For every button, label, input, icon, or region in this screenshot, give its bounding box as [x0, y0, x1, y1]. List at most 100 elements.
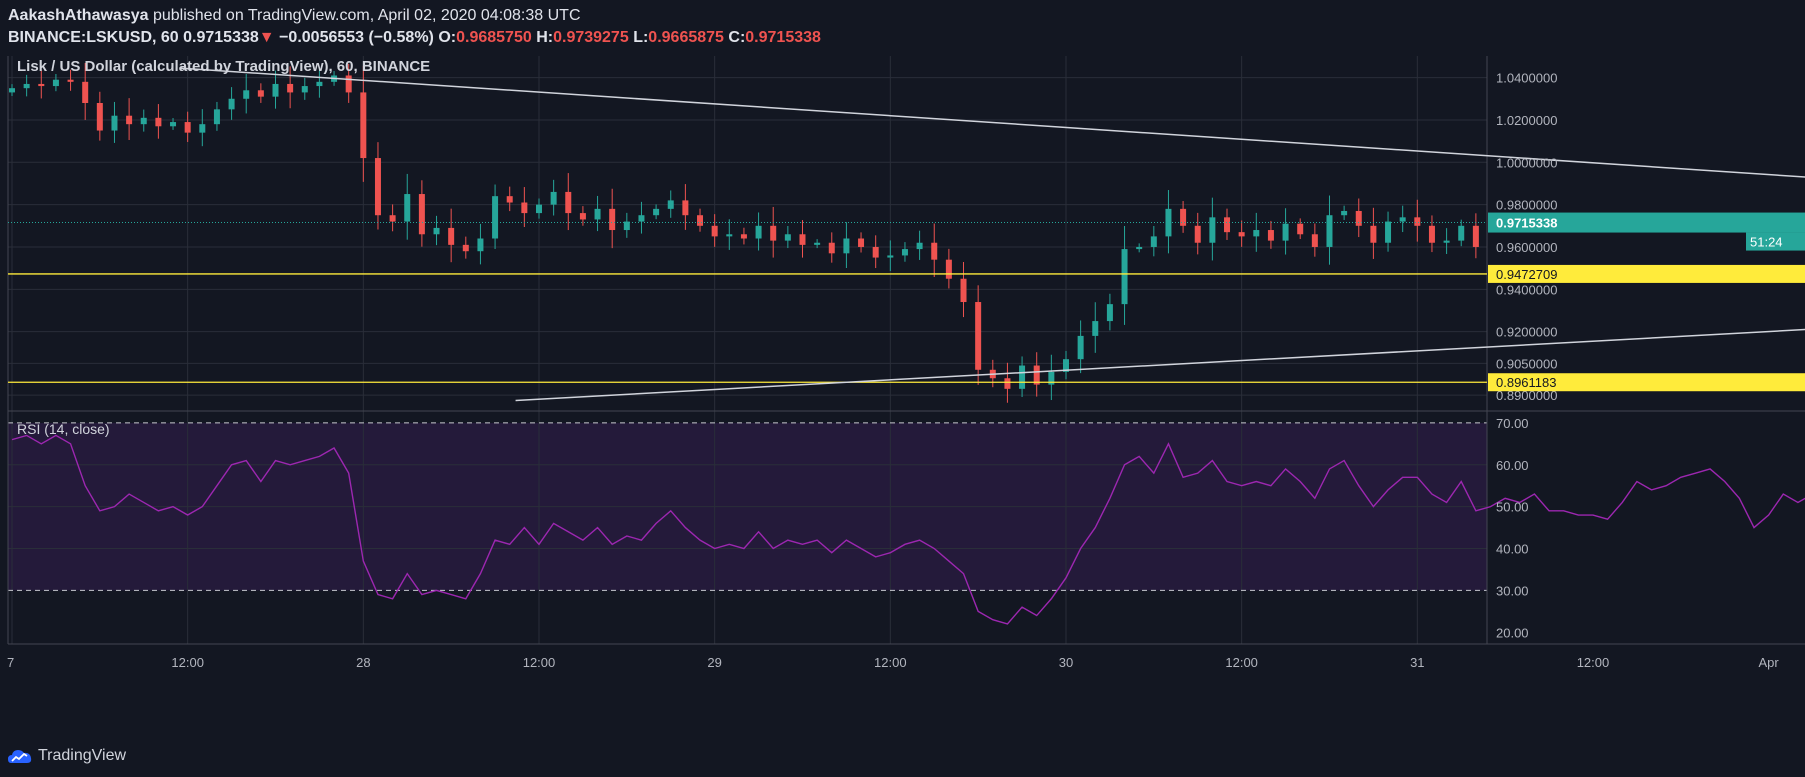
candle[interactable] — [1458, 219, 1465, 247]
candle[interactable] — [111, 101, 118, 143]
candle[interactable] — [858, 232, 865, 253]
candle[interactable] — [623, 212, 630, 238]
candle[interactable] — [609, 188, 616, 249]
candle[interactable] — [1399, 205, 1406, 233]
candle[interactable] — [477, 223, 484, 265]
candle[interactable] — [711, 214, 718, 247]
candle[interactable] — [579, 206, 586, 226]
candle[interactable] — [638, 201, 645, 234]
candle[interactable] — [1414, 199, 1421, 242]
candle[interactable] — [52, 73, 59, 92]
candle[interactable] — [506, 186, 513, 212]
candle[interactable] — [462, 236, 469, 259]
candle[interactable] — [872, 235, 879, 269]
candle[interactable] — [301, 77, 308, 100]
candle[interactable] — [945, 248, 952, 289]
candle[interactable] — [1605, 234, 1611, 260]
rsi-axis[interactable]: 70.00 60.00 50.00 40.00 30.00 20.00 — [1496, 416, 1529, 640]
candle[interactable] — [213, 101, 220, 131]
candle[interactable] — [23, 74, 30, 97]
candle[interactable] — [1121, 226, 1128, 325]
footer-brand[interactable]: TradingView — [38, 747, 127, 764]
candle[interactable] — [170, 118, 177, 130]
candle[interactable] — [1033, 352, 1040, 397]
candle[interactable] — [1150, 226, 1157, 257]
candle[interactable] — [740, 227, 747, 245]
candle[interactable] — [1370, 207, 1377, 259]
candle[interactable] — [1077, 320, 1084, 374]
candle[interactable] — [1385, 211, 1392, 252]
time-axis[interactable]: 712:002812:002912:003012:003112:00Apr12:… — [7, 655, 1805, 670]
candle[interactable] — [345, 63, 352, 103]
candle[interactable] — [887, 240, 894, 272]
candle[interactable] — [1619, 234, 1625, 252]
candle[interactable] — [975, 285, 982, 385]
candle[interactable] — [1355, 198, 1362, 238]
rsi-line[interactable] — [11, 434, 1805, 625]
candle[interactable] — [1282, 208, 1289, 255]
candle[interactable] — [726, 219, 733, 250]
candle[interactable] — [155, 104, 162, 139]
candle[interactable] — [1048, 354, 1055, 401]
candle[interactable] — [814, 239, 821, 249]
candle[interactable] — [799, 220, 806, 258]
candle[interactable] — [433, 215, 440, 246]
candle[interactable] — [521, 187, 528, 228]
candle[interactable] — [1194, 212, 1201, 255]
candle[interactable] — [1224, 208, 1231, 240]
candle[interactable] — [1209, 197, 1216, 261]
chart-area[interactable]: Lisk / US Dollar (calculated by TradingV… — [0, 56, 1805, 704]
candle[interactable] — [550, 179, 557, 216]
candle[interactable] — [901, 242, 908, 262]
candle[interactable] — [82, 62, 89, 120]
candle[interactable] — [228, 87, 235, 120]
author-name[interactable]: AakashAthawasya — [8, 7, 149, 24]
candle[interactable] — [67, 69, 74, 91]
candle[interactable] — [828, 232, 835, 263]
candle[interactable] — [360, 65, 367, 182]
candle[interactable] — [1180, 201, 1187, 233]
candle[interactable] — [1165, 190, 1172, 254]
candle[interactable] — [931, 223, 938, 278]
candle[interactable] — [755, 212, 762, 251]
candle[interactable] — [1297, 218, 1304, 240]
candle[interactable] — [565, 173, 572, 231]
trendline[interactable] — [180, 67, 1805, 202]
candle[interactable] — [682, 184, 689, 230]
candle[interactable] — [389, 204, 396, 232]
candle[interactable] — [243, 73, 250, 114]
candle[interactable] — [784, 226, 791, 249]
candle[interactable] — [199, 109, 206, 147]
candle[interactable] — [1561, 229, 1567, 252]
candle[interactable] — [770, 206, 777, 258]
candle[interactable] — [667, 190, 674, 218]
candle[interactable] — [184, 111, 191, 142]
candle[interactable] — [96, 91, 103, 141]
candle[interactable] — [418, 180, 425, 247]
candle[interactable] — [1062, 350, 1069, 380]
candle[interactable] — [1253, 212, 1260, 252]
candle[interactable] — [916, 230, 923, 260]
candle[interactable] — [1238, 220, 1245, 247]
candle[interactable] — [374, 142, 381, 230]
candle[interactable] — [1092, 302, 1099, 353]
candle[interactable] — [535, 198, 542, 219]
candle[interactable] — [1443, 228, 1450, 254]
candle[interactable] — [287, 66, 294, 109]
candle[interactable] — [492, 184, 499, 249]
candle[interactable] — [1590, 234, 1596, 256]
trendline[interactable] — [515, 309, 1805, 402]
price-axis[interactable]: 1.0400000 1.0200000 1.0000000 0.9800000 0.96… — [1496, 71, 1557, 404]
candle[interactable] — [126, 98, 133, 140]
candle[interactable] — [1472, 213, 1479, 259]
candle[interactable] — [1267, 220, 1274, 249]
candle[interactable] — [316, 68, 323, 98]
candle[interactable] — [1341, 205, 1348, 220]
candle[interactable] — [257, 83, 264, 103]
candle[interactable] — [697, 208, 704, 232]
candle[interactable] — [1136, 243, 1143, 253]
candle[interactable] — [1019, 356, 1026, 398]
candle[interactable] — [1326, 195, 1333, 265]
candle[interactable] — [1428, 215, 1435, 253]
candle[interactable] — [404, 173, 411, 240]
